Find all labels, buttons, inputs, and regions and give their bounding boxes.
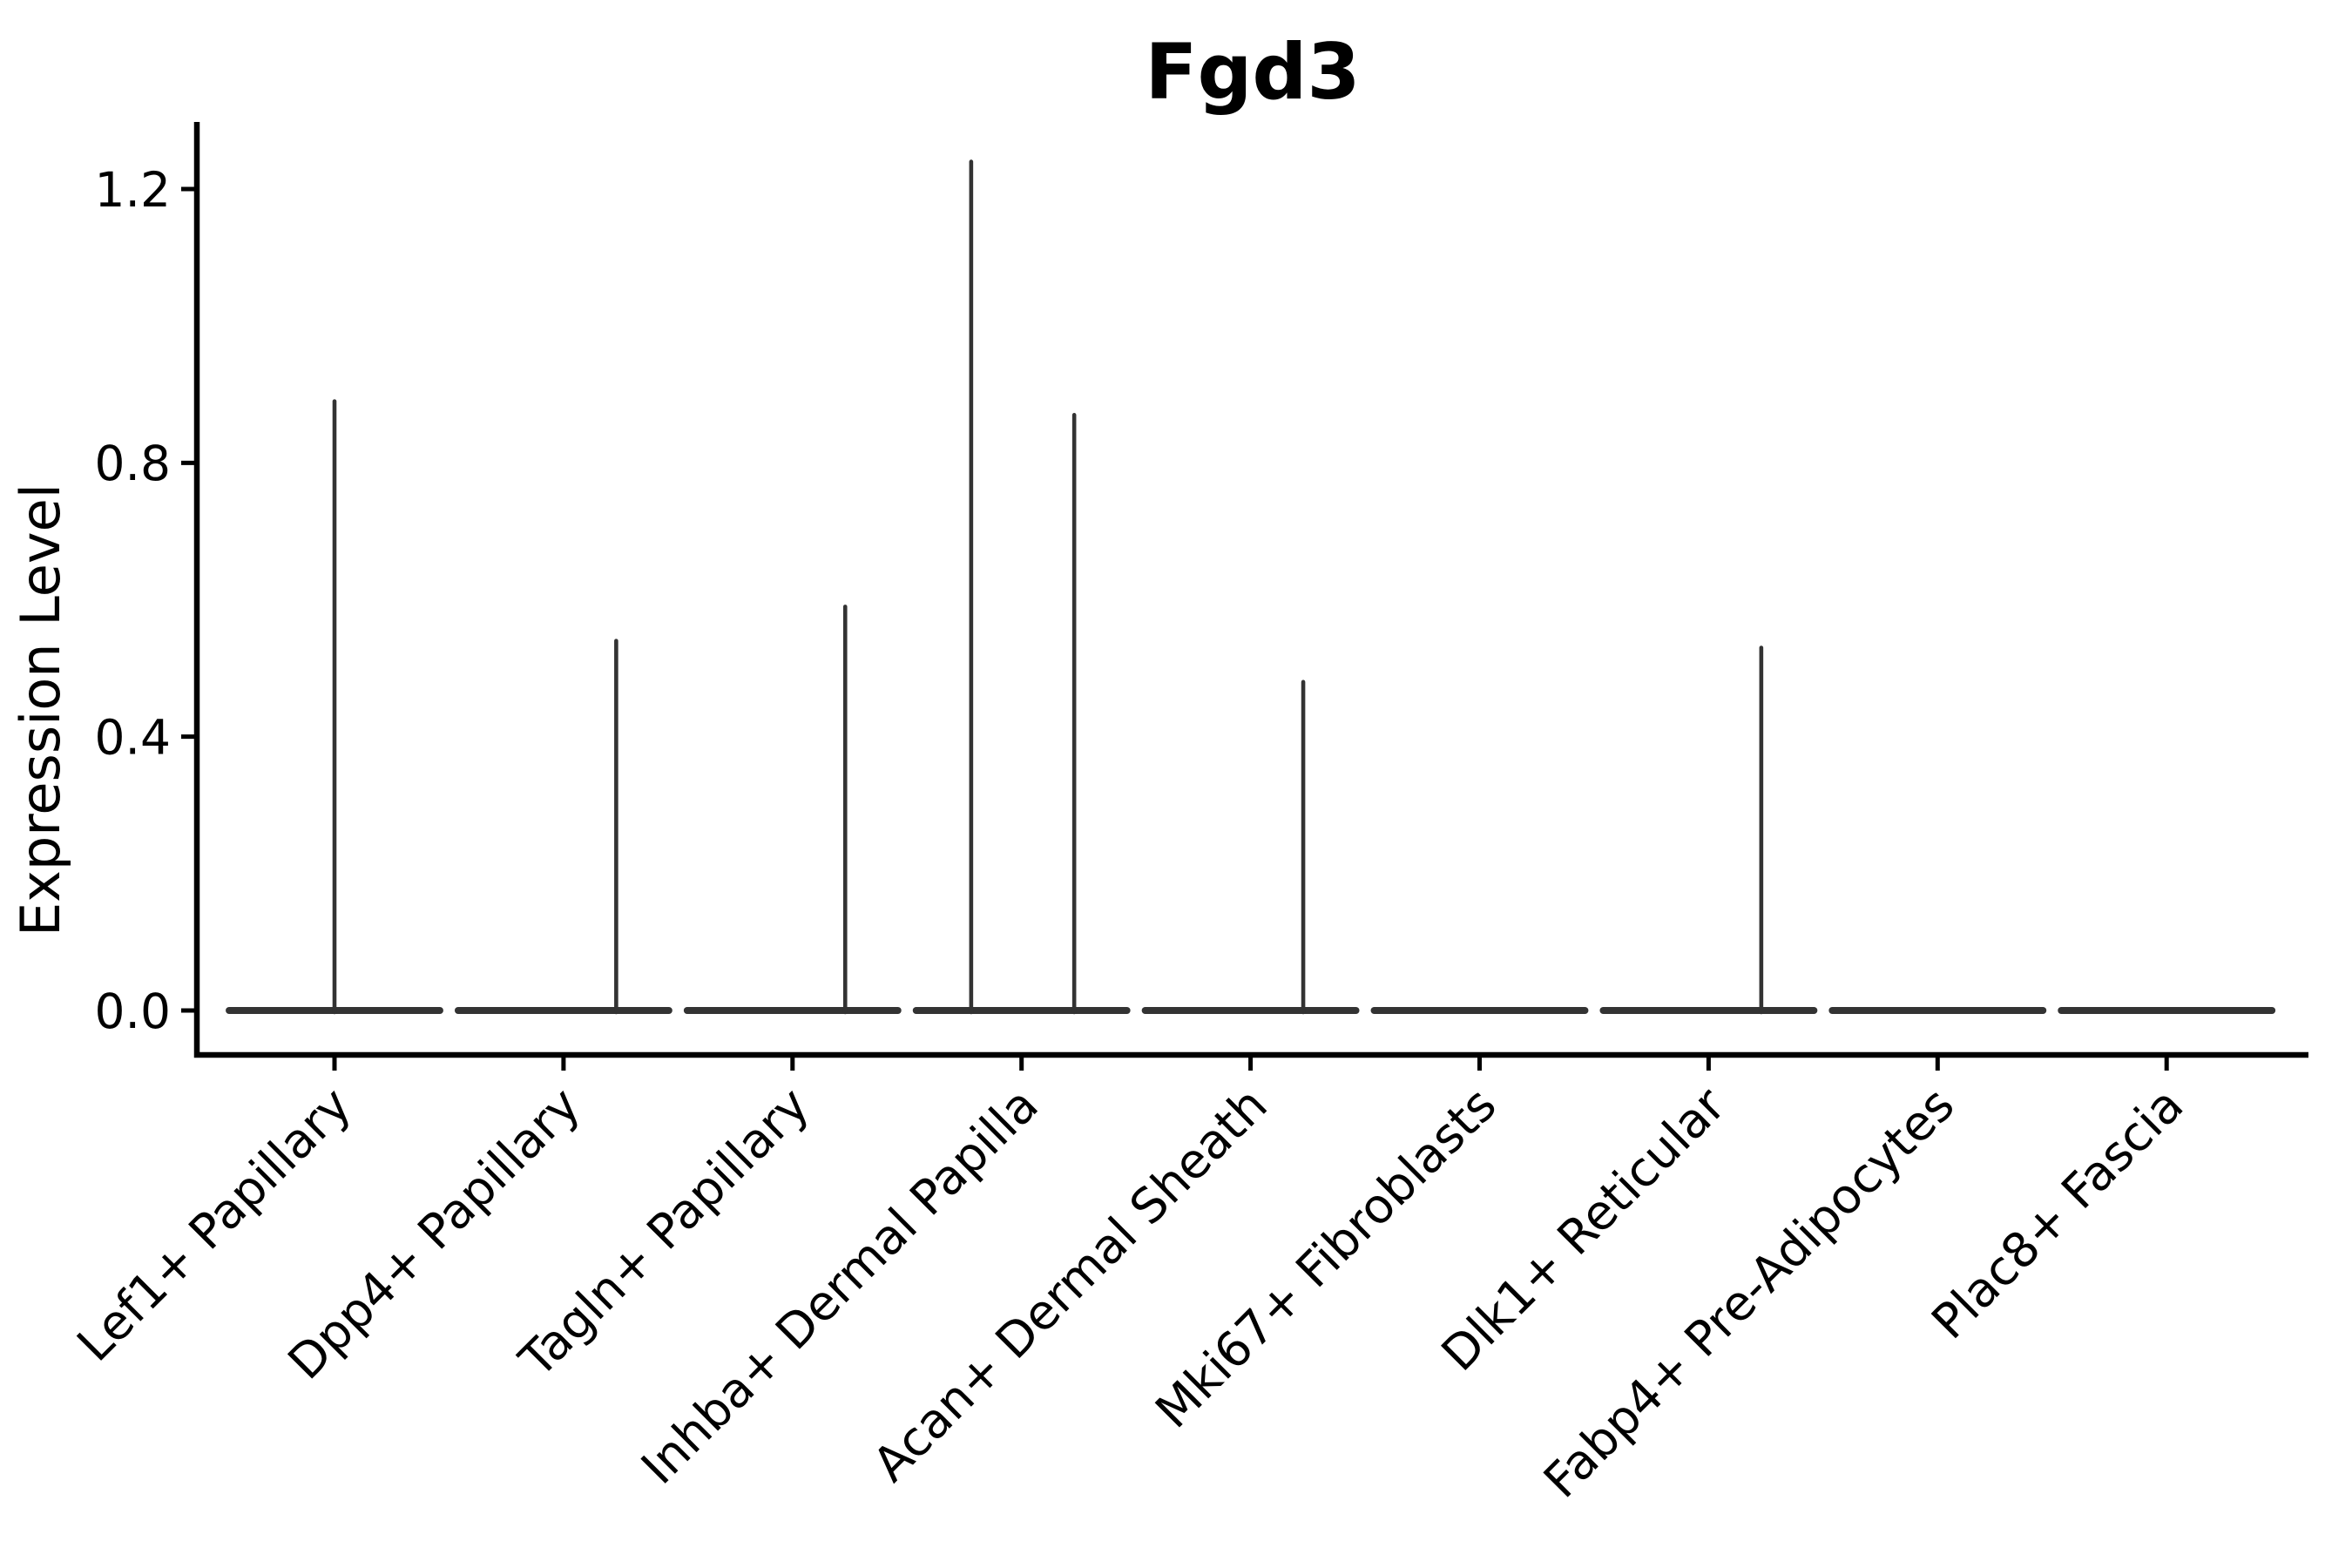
y-axis-ticks: 0.0 0.4 0.8 1.2 (95, 162, 197, 1039)
y-tick-label: 1.2 (95, 162, 171, 218)
violin (1599, 645, 1818, 1015)
chart-title: Fgd3 (1145, 27, 1360, 117)
axes-layer (193, 122, 2308, 1058)
violin (1141, 679, 1360, 1015)
violin (454, 639, 672, 1015)
y-tick-label: 0.4 (95, 709, 171, 765)
violin (226, 399, 443, 1015)
axis-spines (193, 122, 2308, 1058)
violins-layer (226, 159, 2276, 1015)
y-axis-label: Expression Level (9, 483, 72, 936)
x-category-label: Inhba+ Dermal Papilla (631, 1077, 1049, 1495)
violin (683, 605, 902, 1015)
x-category-label: Acan+ Dermal Sheath (862, 1077, 1278, 1492)
x-category-label: Fabp4+ Pre-Adipocytes (1533, 1077, 1965, 1509)
violin (912, 159, 1131, 1015)
y-tick-label: 0.8 (95, 436, 171, 491)
y-tick-label: 0.0 (95, 983, 171, 1039)
